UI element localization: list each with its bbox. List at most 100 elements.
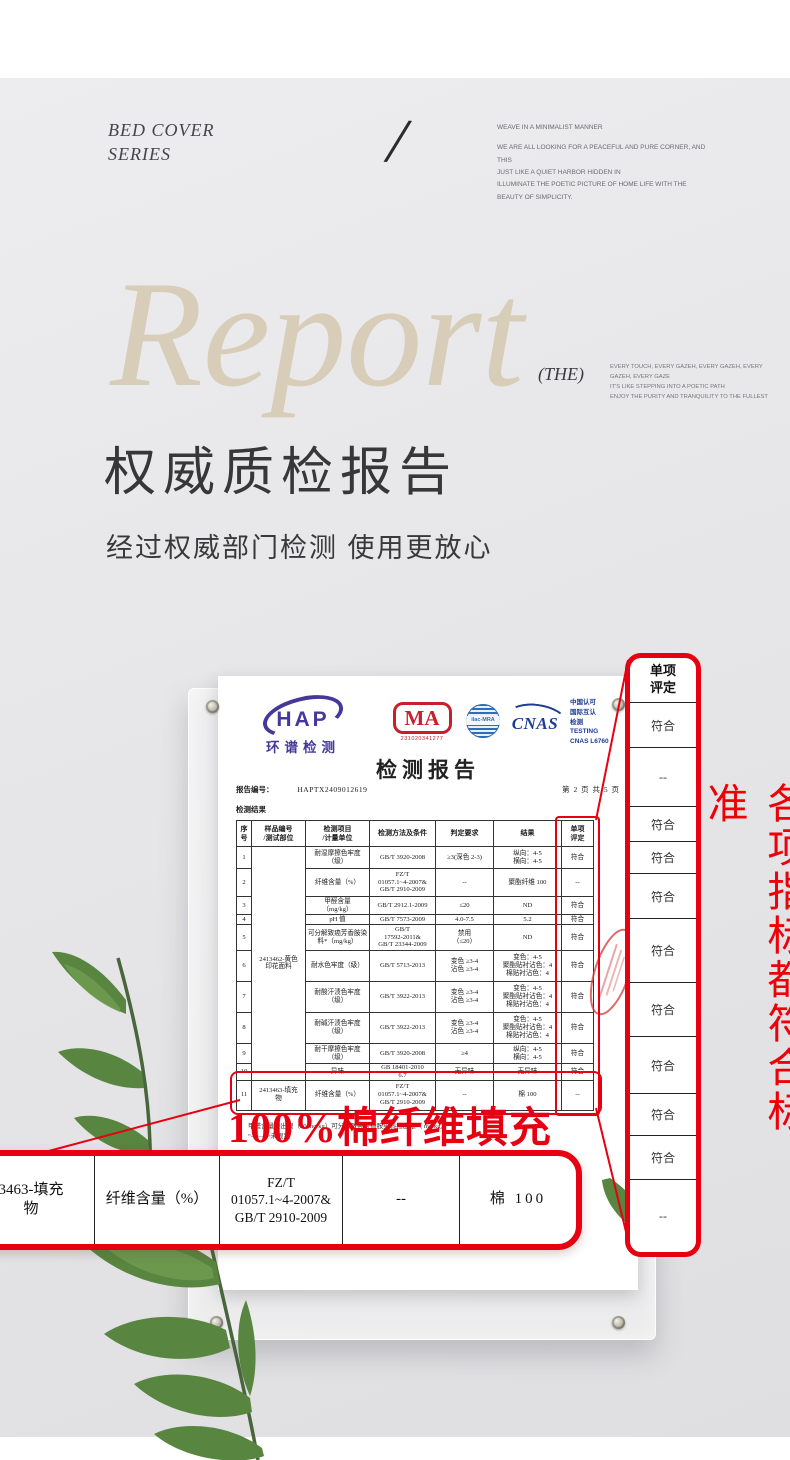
col-header: 样品编号 /测试部位: [251, 820, 306, 847]
cell-requirement: 变色 ≥3-4 沾色 ≥3-4: [435, 950, 494, 982]
cell-verdict: 符合: [561, 1012, 594, 1044]
page-indicator: 第 2 页 共 5 页: [562, 785, 620, 794]
table-row: 5 可分解致癌芳香胺染料*（mg/kg） GB/T 17592-2011& GB…: [236, 924, 594, 951]
inspection-results-table: 序号 样品编号 /测试部位 检测项目 /计量单位 检测方法及条件 判定要求 结果…: [236, 820, 594, 1111]
cell-verdict: --: [561, 1079, 594, 1111]
cell-method: GB/T 3920-2008: [369, 846, 436, 869]
the-label: (THE): [538, 364, 584, 384]
cnas-logo: CNAS: [506, 700, 568, 736]
enlarged-filling-row: 3463-填充 物 纤维含量（%） FZ/T 01057.1~4-2007& G…: [0, 1150, 582, 1250]
cell-method: GB/T 2912.1-2009: [369, 896, 436, 915]
cell-result: 变色：4-5 聚酯贴衬沾色：4 棉贴衬沾色：4: [493, 1012, 562, 1044]
zoom-cell-requirement: --: [343, 1156, 460, 1244]
cell-sample: 2413462-黄色 印花面料: [251, 846, 306, 1081]
verdict-cell: --: [659, 1208, 667, 1223]
cell-method: FZ/T 01057.1~4-2007& GB/T 2910-2009: [369, 1079, 436, 1111]
tagline-line: ILLUMINATE THE POETIC PICTURE OF HOME LI…: [497, 181, 687, 201]
series-line2: SERIES: [108, 144, 171, 165]
verdict-cell: 符合: [630, 874, 696, 919]
col-header: 检测方法及条件: [369, 820, 436, 847]
cell-no: 3: [236, 896, 252, 915]
zoom-cell-result: 棉 100: [489, 1191, 547, 1208]
cotton-fill-slogan: 100%棉纤维填充: [228, 1106, 553, 1152]
cell-item: pH 值: [305, 914, 370, 925]
series-label: BED COVER SERIES: [108, 118, 214, 167]
table-row-highlighted: 11 2413463-填充 物 纤维含量（%） FZ/T 01057.1~4-2…: [236, 1079, 594, 1111]
ilac-mra-logo-icon: ilac-MRA: [466, 704, 500, 738]
col-header: 检测项目 /计量单位: [305, 820, 370, 847]
col-header: 判定要求: [435, 820, 494, 847]
cell-method: GB/T 3920-2008: [369, 1043, 436, 1064]
cell-no: 8: [236, 1012, 252, 1044]
table-row: 1 2413462-黄色 印花面料 耐湿摩擦色牢度（级） GB/T 3920-2…: [236, 846, 594, 1081]
verdict-cell: 符合: [630, 1037, 696, 1094]
tagline-title: WEAVE IN A MINIMALIST MANNER: [497, 124, 603, 131]
table-row: 2 纤维含量（%） FZ/T 01057.1~4-2007& GB/T 2910…: [236, 868, 594, 897]
verdict-cell: 符合: [630, 1136, 696, 1180]
cell-method: GB/T 17592-2011& GB/T 23344-2009: [369, 924, 436, 951]
cnas-logo-text: CNAS: [511, 714, 559, 733]
footnote-line: “——”=未限定: [248, 1133, 290, 1141]
cell-result: 聚酯纤维 100: [493, 868, 562, 897]
zoom-cell-item: 纤维含量（%）: [95, 1156, 220, 1244]
hap-logo-text: HAP: [276, 708, 330, 731]
cell-no: 2: [236, 868, 252, 897]
side-note-block: EVERY TOUCH, EVERY GAZEH, EVERY GAZEH, E…: [610, 362, 780, 403]
cell-method: GB/T 3922-2013: [369, 1012, 436, 1044]
table-row: 4 pH 值 GB/T 7573-2009 4.0-7.5 5.2 符合: [236, 914, 594, 925]
zoom-cell-method: FZ/T 01057.1~4-2007& GB/T 2910-2009: [220, 1156, 343, 1244]
cell-item: 耐酸汗渍色牢度 （级）: [305, 981, 370, 1013]
cell-no: 7: [236, 981, 252, 1013]
report-display-word: Report: [110, 250, 524, 418]
cell-item: 耐湿摩擦色牢度（级）: [305, 846, 370, 869]
page-subtitle: 经过权威部门检测 使用更放心: [106, 533, 493, 563]
table-row: 9 耐干摩擦色牢度 （级） GB/T 3920-2008 ≥4 纵向：4-5 横…: [236, 1043, 594, 1064]
cell-requirement: 变色 ≥3-4 沾色 ≥3-4: [435, 1012, 494, 1044]
cell-result: 变色：4-5 聚酯贴衬沾色：4 棉贴衬沾色：4: [493, 981, 562, 1013]
tagline-line: JUST LIKE A QUIET HARBOR HIDDEN IN: [497, 169, 621, 177]
cell-item: 可分解致癌芳香胺染料*（mg/kg）: [305, 924, 370, 951]
cell-method: FZ/T 01057.1~4-2007& GB/T 2910-2009: [369, 868, 436, 897]
cell-result: 纵向：4-5 横向：4-5: [493, 1043, 562, 1064]
cell-item: 纤维含量（%）: [305, 868, 370, 897]
screw-icon: [206, 700, 219, 713]
tagline-block: WEAVE IN A MINIMALIST MANNER WE ARE ALL …: [497, 122, 707, 204]
screw-icon: [612, 698, 625, 711]
cell-item: 耐碱汗渍色牢度 （级）: [305, 1012, 370, 1044]
cma-logo: MA 231020341277: [386, 702, 458, 742]
report-number-label: 报告编号：: [236, 785, 274, 794]
cell-requirement: ≤20: [435, 896, 494, 915]
cell-requirement: ≥4: [435, 1043, 494, 1064]
lab-name: 环谱检测: [266, 740, 340, 755]
cell-requirement: 变色 ≥3-4 沾色 ≥3-4: [435, 981, 494, 1013]
cell-result: ND: [493, 924, 562, 951]
cell-method: GB/T 3922-2013: [369, 981, 436, 1013]
cell-no: 9: [236, 1043, 252, 1064]
verdict-cell: 符合: [630, 919, 696, 983]
verdict-cell: --: [630, 748, 696, 807]
cell-method: GB/T 5713-2013: [369, 950, 436, 982]
verdict-cell: 符合: [630, 807, 696, 842]
side-note-line: IT'S LIKE STEPPING INTO A POETIC PATH: [610, 384, 725, 391]
results-section-label: 检测结果: [236, 805, 266, 814]
side-note-line: EVERY TOUCH, EVERY GAZEH, EVERY GAZEH, E…: [610, 364, 763, 381]
cma-number: 231020341277: [400, 736, 444, 742]
page-title: 权威质检报告: [104, 444, 459, 502]
screw-icon: [210, 1316, 223, 1329]
cell-method: GB/T 7573-2009: [369, 914, 436, 925]
cell-requirement: 禁用 （≤20）: [435, 924, 494, 951]
filling-row-highlight-box: [230, 1071, 602, 1115]
cell-no: 1: [236, 846, 252, 869]
report-number-value: HAPTX2409012619: [297, 785, 368, 794]
series-line1: BED COVER: [108, 120, 215, 140]
cell-result: 变色：4-5 聚酯贴衬沾色：4 棉贴衬沾色：4: [493, 950, 562, 982]
cell-item: 耐水色牢度（级）: [305, 950, 370, 982]
cell-verdict: 符合: [561, 981, 594, 1013]
cell-requirement: ≥3(深色 2-3): [435, 846, 494, 869]
zoom-cell-sample: 3463-填充 物: [0, 1156, 95, 1244]
cell-item: 甲醛含量 （mg/kg）: [305, 896, 370, 915]
hap-lab-logo: HAP 环谱检测: [248, 687, 358, 756]
cell-item: 纤维含量（%）: [305, 1079, 370, 1111]
footnote-line: 甲醛含量检出限（20 mg/kg）可分解致癌芳香胺染料检出限（ mg/kg）: [248, 1123, 447, 1130]
